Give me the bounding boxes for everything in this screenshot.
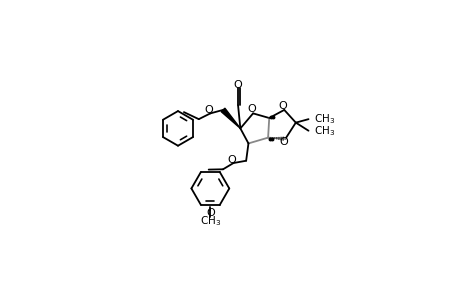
Text: CH$_3$: CH$_3$ xyxy=(313,112,335,126)
Text: O: O xyxy=(277,101,286,112)
Text: O: O xyxy=(227,154,235,165)
Text: CH$_3$: CH$_3$ xyxy=(199,214,220,228)
Text: O: O xyxy=(233,80,242,89)
Text: O: O xyxy=(204,105,213,115)
Polygon shape xyxy=(221,108,240,128)
Text: O: O xyxy=(246,104,255,115)
Text: O: O xyxy=(206,208,214,218)
Text: O: O xyxy=(279,137,287,147)
Text: CH$_3$: CH$_3$ xyxy=(313,124,335,138)
